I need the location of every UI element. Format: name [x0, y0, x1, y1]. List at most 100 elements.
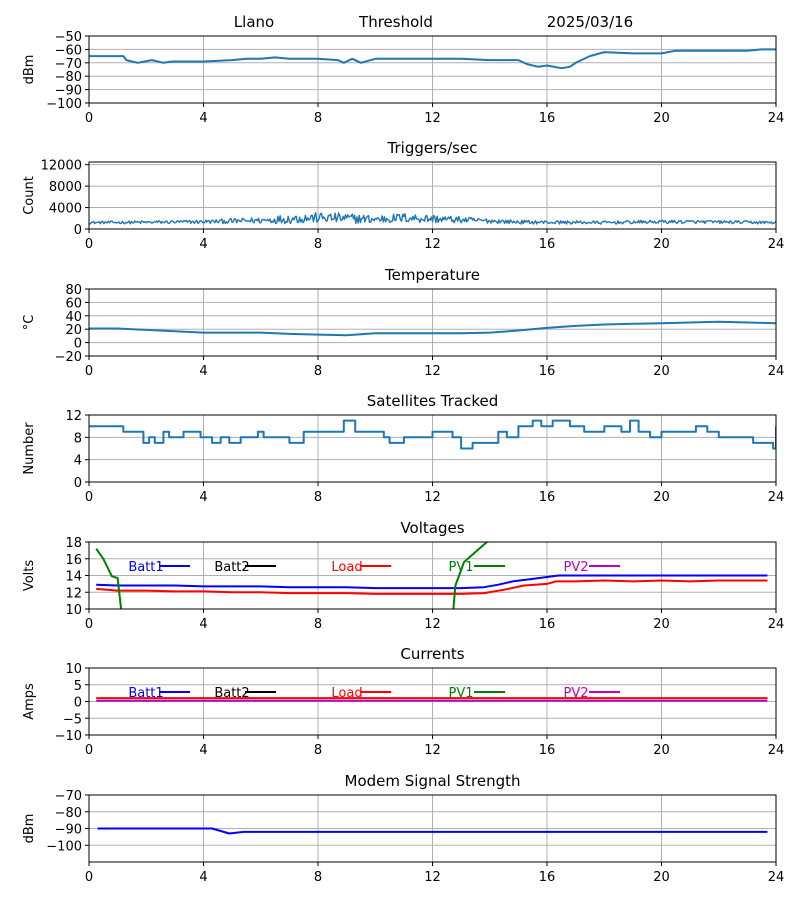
- y-tick-label: 60: [65, 296, 82, 311]
- x-tick-label: 12: [424, 364, 441, 379]
- series-line-pv1: [95, 542, 489, 609]
- x-tick-label: 0: [85, 617, 93, 632]
- x-tick-label: 20: [653, 490, 670, 505]
- y-tick-label: 12000: [41, 159, 82, 174]
- chart-title: Modem Signal Strength: [345, 772, 521, 790]
- y-tick-label: −50: [55, 30, 82, 45]
- series-line-load: [96, 579, 768, 595]
- y-tick-label: −20: [55, 350, 82, 365]
- y-tick-label: −70: [55, 57, 82, 72]
- x-tick-label: 4: [199, 743, 207, 758]
- y-tick-label: 12: [65, 586, 82, 601]
- x-tick-label: 24: [768, 364, 785, 379]
- y-tick-label: −5: [63, 712, 82, 727]
- y-axis-label: °C: [22, 315, 37, 331]
- y-tick-label: 12: [65, 409, 82, 424]
- y-tick-label: 0: [74, 223, 82, 238]
- chart-title: Temperature: [384, 266, 480, 284]
- y-tick-label: 8: [74, 431, 82, 446]
- chart-title: Currents: [400, 645, 464, 663]
- legend-label: Load: [331, 560, 362, 575]
- x-tick-label: 8: [314, 617, 322, 632]
- y-tick-label: 4000: [49, 202, 82, 217]
- series-line: [89, 419, 776, 450]
- y-axis-label: Volts: [22, 560, 37, 592]
- header-station: Llano: [234, 13, 274, 31]
- x-tick-label: 20: [653, 111, 670, 126]
- chart-title: Triggers/sec: [387, 139, 478, 157]
- x-tick-label: 0: [85, 237, 93, 252]
- x-tick-label: 12: [424, 490, 441, 505]
- x-tick-label: 0: [85, 111, 93, 126]
- x-tick-label: 16: [539, 111, 556, 126]
- header-mode: Threshold: [358, 13, 433, 31]
- x-tick-label: 0: [85, 743, 93, 758]
- x-tick-label: 12: [424, 111, 441, 126]
- chart-panel-satellites: Satellites Tracked Number 0 4 8 12 16 20 24 0 4 8 12: [22, 392, 784, 505]
- x-tick-label: 8: [314, 364, 322, 379]
- x-tick-label: 12: [424, 870, 441, 885]
- data-lines: [89, 320, 776, 337]
- y-tick-label: 0: [74, 476, 82, 491]
- header-date: 2025/03/16: [547, 13, 633, 31]
- x-tick-label: 20: [653, 870, 670, 885]
- legend-label: PV2: [563, 560, 588, 575]
- y-tick-label: −80: [55, 806, 82, 821]
- x-tick-label: 4: [199, 364, 207, 379]
- y-tick-label: 4: [74, 454, 82, 469]
- legend-label: Batt2: [214, 560, 249, 575]
- x-tick-label: 4: [199, 490, 207, 505]
- x-tick-label: 24: [768, 490, 785, 505]
- y-axis-label: Number: [22, 422, 37, 475]
- grid: [88, 414, 777, 483]
- y-tick-label: −70: [55, 789, 82, 804]
- y-tick-label: 14: [65, 570, 82, 585]
- series-line: [89, 320, 776, 337]
- data-lines: [89, 211, 776, 225]
- y-tick-label: −80: [55, 70, 82, 85]
- data-lines: [96, 697, 768, 702]
- y-tick-label: 40: [65, 310, 82, 325]
- data-lines: [89, 419, 776, 450]
- data-lines: [97, 827, 768, 835]
- y-tick-label: 18: [65, 536, 82, 551]
- x-tick-label: 16: [539, 237, 556, 252]
- x-tick-label: 24: [768, 870, 785, 885]
- x-tick-label: 8: [314, 490, 322, 505]
- chart-panel-triggers: Triggers/sec Count 0 4 8 12 16 20 24 0 4000 8000 120…: [22, 139, 784, 252]
- y-tick-label: 0: [74, 696, 82, 711]
- data-lines: [95, 542, 768, 609]
- x-tick-label: 0: [85, 870, 93, 885]
- chart-title: Voltages: [400, 519, 464, 537]
- x-tick-label: 16: [539, 617, 556, 632]
- y-tick-label: −90: [55, 823, 82, 838]
- x-tick-label: 4: [199, 870, 207, 885]
- x-tick-label: 8: [314, 870, 322, 885]
- series-line-batt1: [96, 574, 768, 590]
- y-axis-label: Amps: [22, 683, 37, 720]
- x-tick-label: 20: [653, 743, 670, 758]
- x-tick-label: 20: [653, 617, 670, 632]
- x-tick-label: 20: [653, 237, 670, 252]
- x-tick-label: 12: [424, 237, 441, 252]
- x-tick-label: 0: [85, 364, 93, 379]
- y-axis-label: Count: [22, 176, 37, 215]
- x-tick-label: 16: [539, 364, 556, 379]
- x-tick-label: 8: [314, 237, 322, 252]
- x-tick-label: 24: [768, 743, 785, 758]
- x-tick-label: 12: [424, 743, 441, 758]
- series-line: [89, 211, 776, 225]
- y-tick-label: 20: [65, 323, 82, 338]
- chart-panel-threshold: dBm 0 4 8 12 16 20 24 −100−90−80−70−60−50: [22, 30, 784, 126]
- series-line: [97, 827, 768, 835]
- x-tick-label: 4: [199, 111, 207, 126]
- chart-title: Satellites Tracked: [367, 392, 498, 410]
- x-tick-label: 16: [539, 743, 556, 758]
- x-tick-label: 0: [85, 490, 93, 505]
- y-tick-label: 10: [65, 603, 82, 618]
